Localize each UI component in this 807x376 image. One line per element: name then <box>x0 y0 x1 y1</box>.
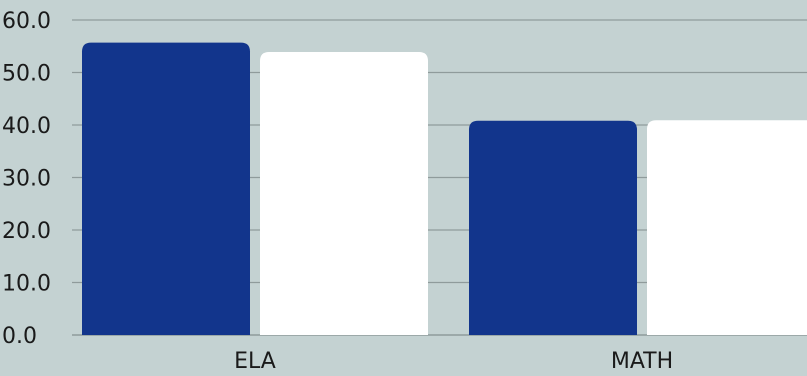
y-tick-label: 10.0 <box>2 272 51 297</box>
x-axis-categories: ELA MATH <box>234 349 673 374</box>
y-tick-label: 0.0 <box>2 324 37 349</box>
bar-ela-series-1 <box>82 42 250 335</box>
bar-ela-series-2 <box>260 52 428 336</box>
x-category-label: ELA <box>234 349 276 374</box>
y-axis-ticks: 0.0 10.0 20.0 30.0 40.0 50.0 60.0 <box>2 9 51 349</box>
x-category-label: MATH <box>611 349 673 374</box>
bar-math-series-2 <box>647 120 807 335</box>
y-tick-label: 50.0 <box>2 62 51 87</box>
y-tick-label: 60.0 <box>2 9 51 34</box>
bars <box>82 42 807 336</box>
y-tick-label: 40.0 <box>2 114 51 139</box>
y-tick-label: 30.0 <box>2 167 51 192</box>
bar-math-series-1 <box>469 120 637 335</box>
y-tick-label: 20.0 <box>2 219 51 244</box>
